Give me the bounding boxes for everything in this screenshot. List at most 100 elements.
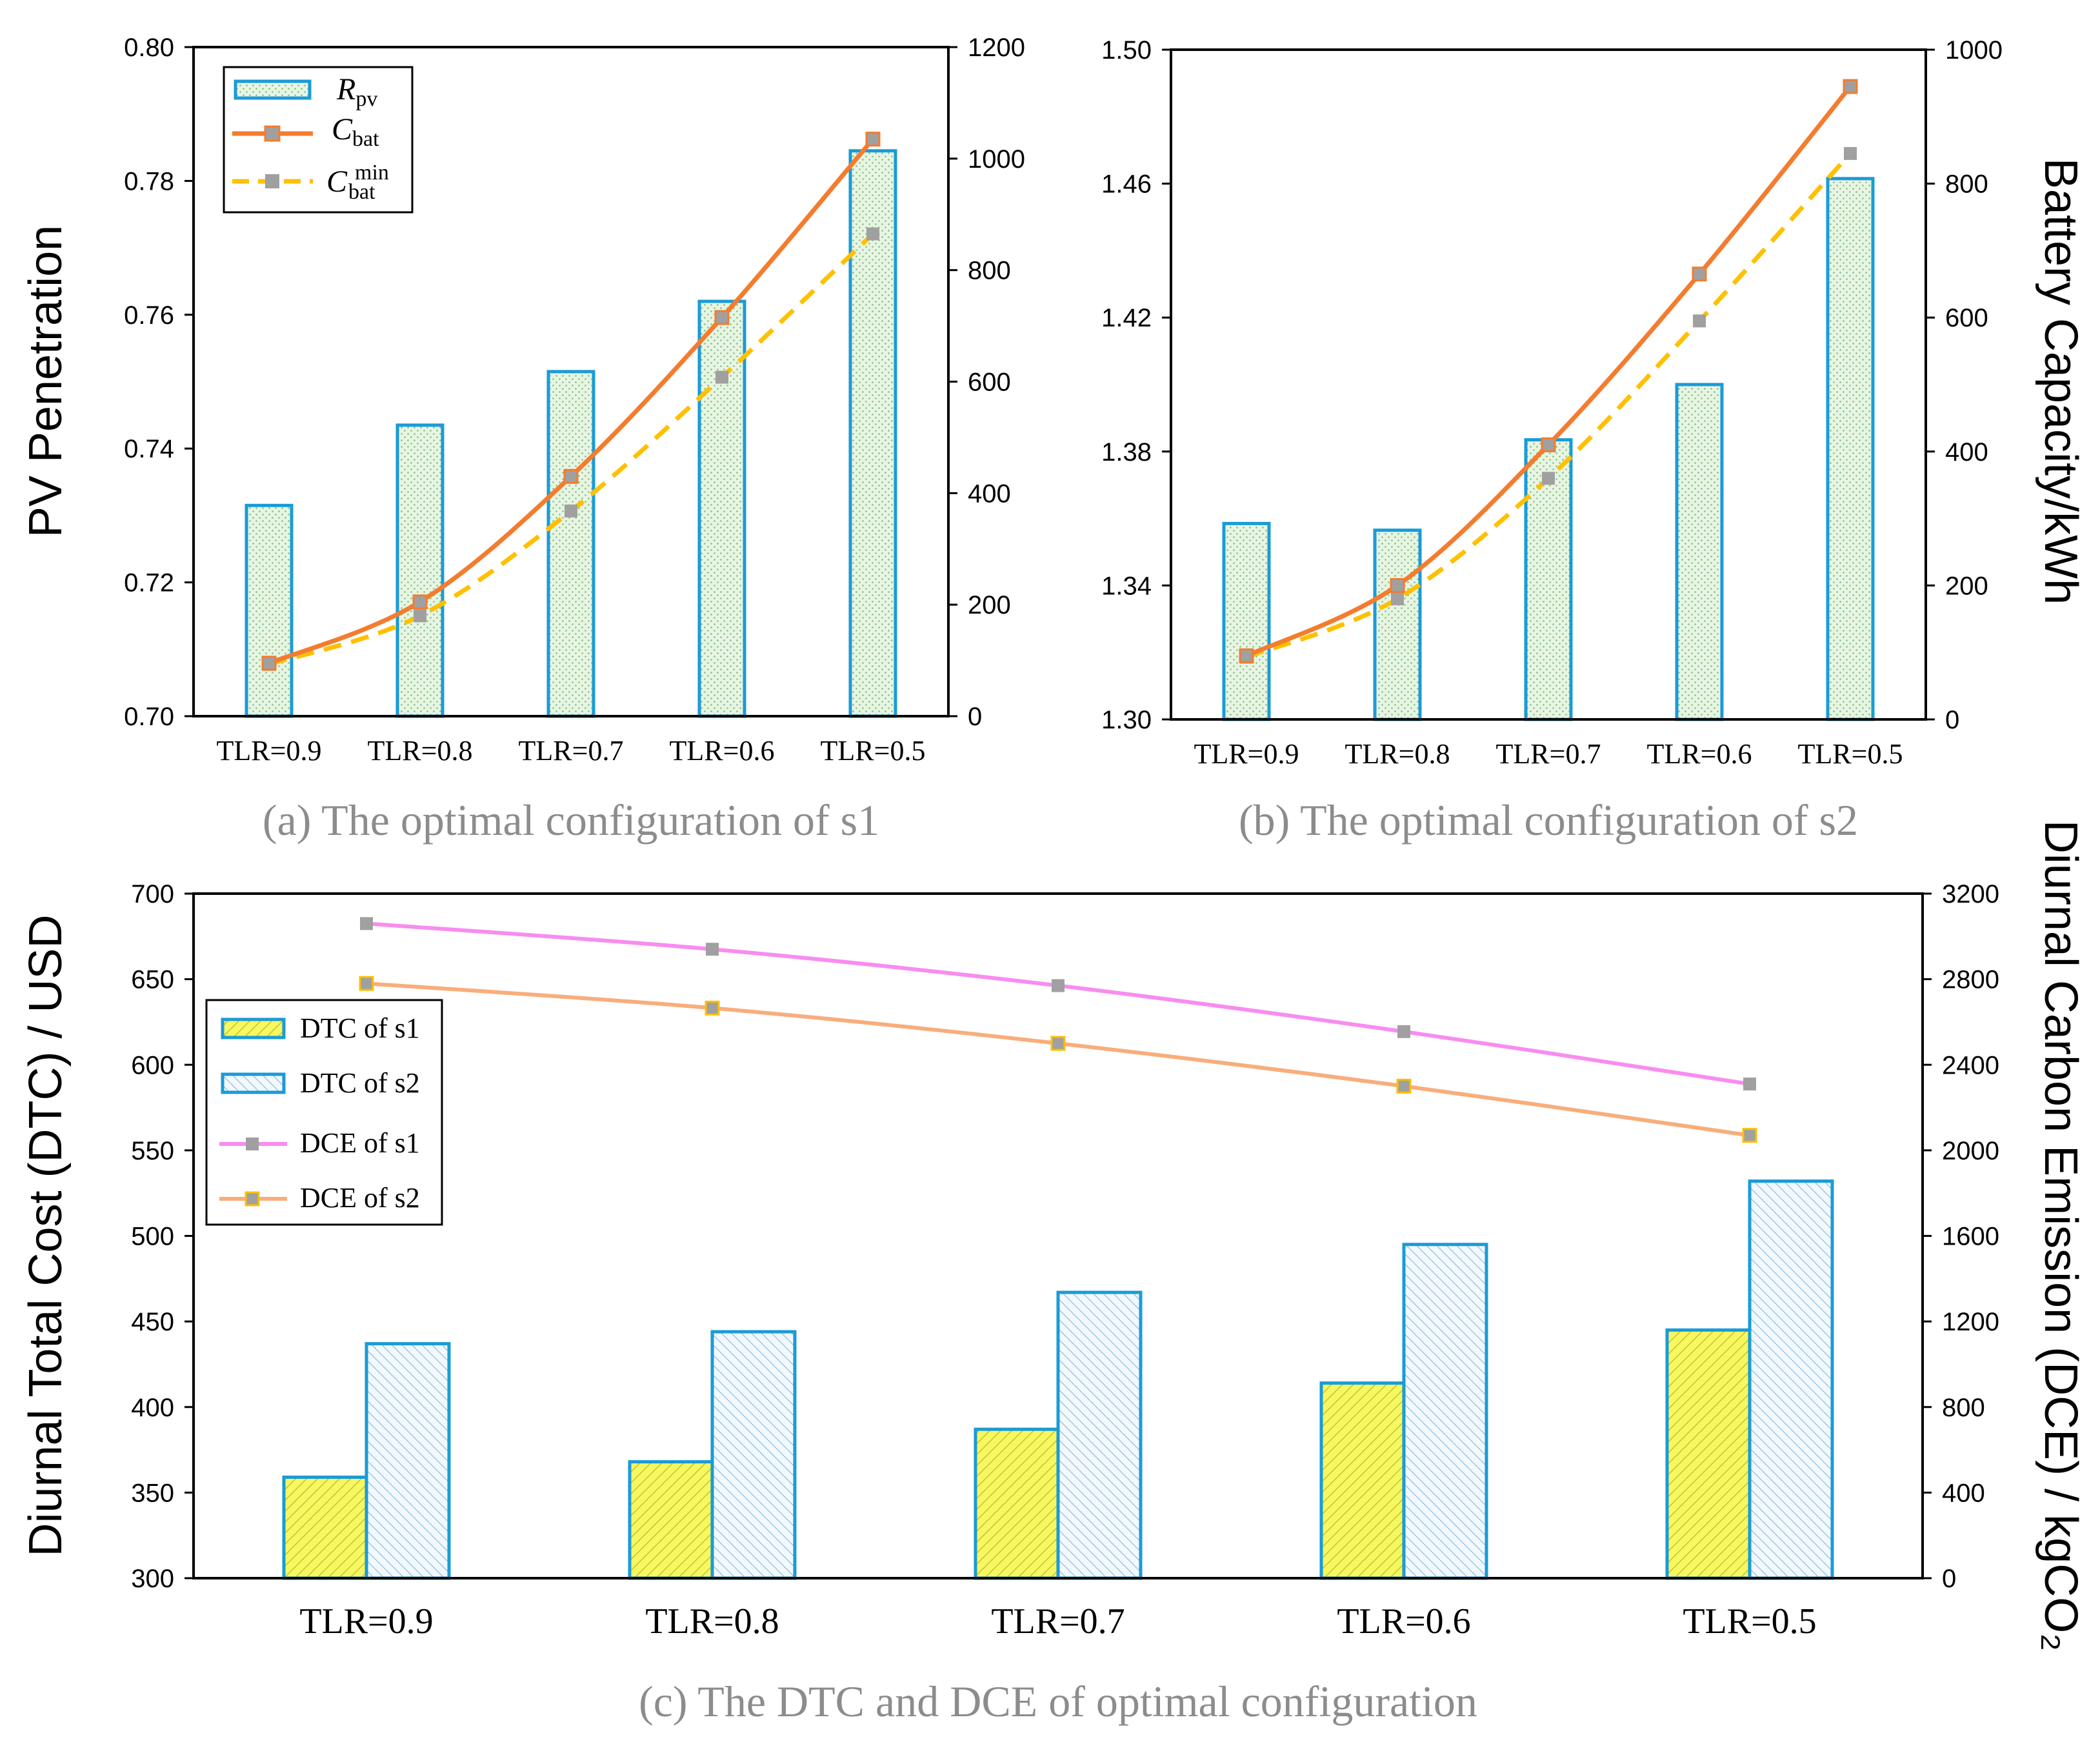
right-tick-label: 400 [968,479,1011,508]
legend-item-dce-s1: DCE of s1 [219,1127,420,1159]
left-tick-label: 450 [131,1308,174,1336]
right-tick-label: 200 [968,591,1011,619]
marker-c-bat-min [866,227,879,241]
legend-item-c-bat: Cbat [232,112,379,151]
panel-a-lines [261,132,881,671]
bar-dtc-of-s1 [1319,1381,1406,1580]
left-tick-label: 700 [131,880,174,908]
bar-dtc-of-s2 [365,1342,451,1580]
legend-marker-dce-s1 [246,1138,259,1150]
marker-dce-of-s1 [1397,1025,1410,1038]
left-tick-label: 1.34 [1101,572,1152,600]
x-tick-label: TLR=0.8 [368,735,473,767]
marker-dce-of-s2 [705,1000,720,1016]
legend-marker-c-bat [264,125,281,142]
panel-b-left-axis-ticks: 1.30 1.34 1.38 1.42 1.46 1.50 [1101,36,1171,734]
right-tick-label: 3200 [1942,880,1999,908]
bar-dtc-of-s2 [1402,1243,1488,1580]
marker-dce-of-s2 [1050,1036,1066,1051]
left-tick-label: 650 [131,966,174,994]
panel-a: 0.70 0.72 0.74 0.76 0.78 0.80 0 200 400 600 800 10… [20,34,1025,845]
left-tick-label: 500 [131,1223,174,1251]
bar-dtc-of-s1 [1665,1328,1752,1580]
right-tick-label: 1600 [1942,1223,1999,1251]
left-tick-label: 300 [131,1565,174,1593]
legend-swatch-r-pv [234,79,312,100]
legend-marker-c-bat-min [265,174,279,188]
panel-a-bars [245,149,897,718]
legend-marker-dce-s2 [245,1191,260,1207]
legend-superscript-c-bat-min: min [355,161,389,185]
x-tick-label: TLR=0.9 [1194,738,1299,770]
panel-b-caption: (b) The optimal configuration of s2 [1239,796,1858,845]
x-tick-label: TLR=0.7 [991,1601,1125,1641]
legend-swatch-dtc-s1 [221,1017,286,1039]
legend-item-dtc-s2: DTC of s2 [221,1067,420,1099]
bar-r-pv [1826,177,1875,721]
bar-dtc-of-s2 [1056,1290,1143,1580]
bar-r-pv [848,149,897,718]
left-tick-label: 0.74 [124,435,174,463]
left-tick-label: 400 [131,1394,174,1422]
right-tick-label: 200 [1945,572,1988,600]
x-tick-label: TLR=0.5 [821,735,926,767]
marker-c-bat [865,132,881,147]
panel-c: 300 350 400 450 500 550 600 650 700 0 400 800 1200 1… [20,820,2086,1726]
line-c-bat [1245,85,1852,658]
left-tick-label: 600 [131,1051,174,1079]
left-tick-label: 1.38 [1101,438,1152,466]
marker-c-bat-min [1542,472,1555,485]
legend-item-r-pv: Rpv [234,72,377,111]
bar-r-pv [395,423,445,718]
line-dce-of-s1 [366,921,1750,1087]
legend-label-r-pv: Rpv [336,72,377,111]
panel-b-y-axis-label: Battery Capacity/kWh [2035,158,2086,605]
left-tick-label: 0.78 [124,167,174,195]
bar-dtc-of-s1 [282,1476,368,1580]
marker-c-bat-min [565,504,577,517]
panel-a-left-axis-ticks: 0.70 0.72 0.74 0.76 0.78 0.80 [124,34,194,731]
panel-b-right-axis-ticks: 0 200 400 600 800 1000 [1926,36,2003,734]
panel-b: 1.30 1.34 1.38 1.42 1.46 1.50 0 200 400 600 800 10… [1101,36,2086,845]
right-tick-label: 0 [1945,706,1959,734]
marker-c-bat [1390,577,1405,593]
x-tick-label: TLR=0.9 [217,735,322,767]
x-tick-label: TLR=0.8 [645,1601,779,1641]
panel-c-left-axis-ticks: 300 350 400 450 500 550 600 650 700 [131,880,194,1593]
marker-dce-of-s2 [359,976,374,991]
x-tick-label: TLR=0.5 [1798,738,1903,770]
panel-c-bars [282,1179,1834,1580]
x-tick-label: TLR=0.5 [1683,1601,1816,1641]
panel-c-y-axis-label-right: Diurnal Carbon Emission (DCE) / kgCO₂ [2035,820,2086,1651]
marker-dce-of-s2 [1742,1128,1757,1143]
left-tick-label: 0.80 [124,34,174,62]
x-tick-label: TLR=0.7 [519,735,624,767]
panel-c-legend: DTC of s1 DTC of s2 DCE of s1 DCE of s2 [205,999,443,1226]
right-tick-label: 1000 [1945,36,2003,65]
left-tick-label: 1.30 [1101,706,1152,734]
left-tick-label: 1.50 [1101,36,1152,65]
left-tick-label: 350 [131,1479,174,1507]
x-tick-label: TLR=0.9 [299,1601,433,1641]
bar-r-pv [1675,383,1724,721]
panel-a-legend: Rpv Cbat Cbat min [223,66,414,214]
right-tick-label: 400 [1945,438,1988,466]
legend-label-c-bat-min: Cbat [326,165,375,204]
right-tick-label: 0 [968,703,982,731]
panel-b-x-axis-ticks: TLR=0.9 TLR=0.8 TLR=0.7 TLR=0.6 TLR=0.5 [1194,738,1903,770]
marker-c-bat-min [1693,314,1706,328]
panel-c-y-axis-label-left: Diurnal Total Cost (DTC) / USD [20,915,72,1557]
x-tick-label: TLR=0.8 [1345,738,1450,770]
marker-c-bat-min [1391,592,1404,606]
right-tick-label: 800 [968,257,1011,285]
marker-c-bat [1843,79,1858,94]
legend-item-dtc-s1: DTC of s1 [221,1012,420,1044]
x-tick-label: TLR=0.6 [1337,1601,1470,1641]
right-tick-label: 800 [1945,170,1988,199]
marker-c-bat [1541,437,1556,452]
panel-c-lines [359,917,1757,1143]
marker-c-bat [563,468,579,484]
right-tick-label: 1200 [968,34,1025,62]
right-tick-label: 2400 [1942,1051,1999,1079]
legend-label-dtc-s1: DTC of s1 [300,1012,420,1044]
